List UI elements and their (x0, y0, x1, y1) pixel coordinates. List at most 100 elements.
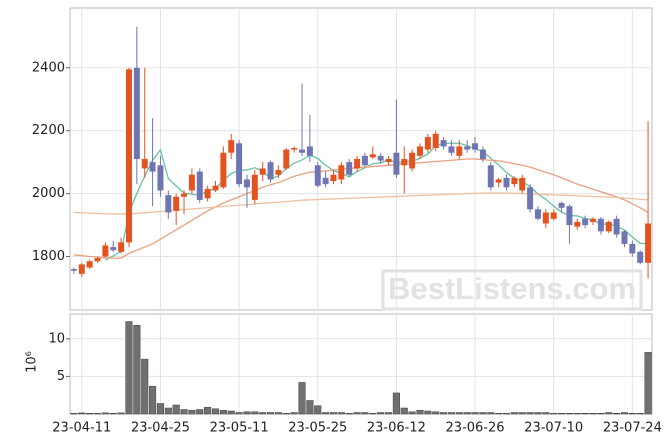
candle-body (629, 243, 636, 254)
volume-bar (628, 412, 636, 415)
candle-body (582, 218, 589, 226)
y-tick-label: 2000 (32, 186, 65, 201)
candle-body (243, 179, 250, 188)
x-tick-label: 23-04-11 (52, 421, 111, 436)
volume-bar (345, 412, 353, 415)
candle-body (346, 162, 353, 175)
candle-body (597, 218, 604, 232)
volume-bar (471, 412, 479, 415)
volume-bar (172, 404, 180, 415)
x-tick-label: 23-05-25 (288, 421, 347, 436)
mark-layer (70, 321, 652, 415)
volume-bar (259, 412, 267, 415)
x-tick-label: 23-05-11 (210, 421, 269, 436)
candle-body (605, 221, 612, 232)
candle-body (590, 218, 597, 222)
volume-bar (133, 325, 141, 415)
x-tick-label: 23-06-26 (446, 421, 505, 436)
volume-bar (620, 412, 629, 415)
volume-bar (369, 412, 377, 415)
volume-bar (267, 412, 275, 415)
x-tick-label: 23-04-25 (131, 421, 190, 436)
volume-bar (290, 412, 298, 415)
candle-body (110, 247, 117, 251)
watermark: BestListens.com (388, 271, 636, 306)
volume-bar (526, 412, 534, 415)
candle-body (424, 136, 431, 150)
volume-bar (251, 411, 259, 415)
candle-body (188, 174, 195, 191)
candle-body (306, 146, 313, 156)
volume-bar (86, 412, 94, 415)
candle-body (267, 162, 274, 180)
volume-bar (502, 412, 511, 415)
candle-body (574, 221, 581, 227)
candle-body (566, 206, 573, 226)
volume-bar (109, 412, 117, 415)
candle-body (70, 269, 77, 271)
candle-body (220, 152, 227, 188)
volume-bar (93, 412, 102, 415)
volume-panel (69, 313, 653, 415)
candle-body (259, 168, 266, 175)
candle-body (550, 212, 557, 219)
volume-bar (219, 409, 227, 415)
candle-body (401, 159, 408, 166)
volume-bar (314, 405, 322, 415)
volume-bar (581, 412, 589, 415)
volume-bar (125, 321, 133, 415)
candle-body (385, 159, 392, 163)
volume-bar (589, 412, 597, 415)
candle-body (173, 196, 180, 211)
mark-layer (70, 26, 652, 279)
moving-average-line (105, 142, 649, 261)
volume-bar (361, 412, 369, 415)
volume-bar (243, 411, 251, 415)
watermark-box: BestListens.com (381, 269, 643, 311)
volume-bar (636, 412, 644, 415)
candle-body (472, 143, 479, 150)
candle-body (409, 152, 416, 169)
candle-body (94, 258, 101, 262)
volume-bar (306, 400, 314, 415)
candle-body (118, 242, 125, 252)
candle-body (558, 203, 565, 208)
candle-body (322, 177, 329, 185)
volume-bar (78, 412, 86, 415)
candle-body (527, 187, 534, 210)
volume-bar (416, 409, 424, 415)
candle-body (519, 177, 526, 191)
volume-bar (432, 411, 440, 415)
volume-bar (479, 412, 487, 415)
candle-body (432, 133, 439, 148)
volume-bar (565, 412, 573, 415)
candle-body (416, 146, 423, 156)
candle-body (330, 174, 337, 182)
volume-bar (322, 412, 330, 415)
candle-body (511, 177, 518, 185)
candle-body (86, 261, 93, 268)
volume-bar (534, 412, 542, 415)
candle-body (125, 69, 132, 243)
volume-bar (487, 412, 495, 415)
volume-bar (337, 412, 345, 415)
candle-body (141, 159, 148, 169)
volume-bar (156, 403, 164, 415)
candle-body (181, 193, 188, 197)
volume-bar (644, 352, 652, 415)
candle-body (456, 146, 463, 156)
candle-body (613, 218, 620, 235)
volume-bar (447, 412, 455, 415)
volume-bar (329, 412, 338, 415)
candle-body (377, 155, 384, 161)
volume-bar (211, 408, 220, 415)
volume-bar (542, 412, 550, 415)
volume-bar (180, 409, 188, 415)
y-tick-label: 2200 (32, 123, 65, 138)
candle-body (157, 165, 164, 191)
candle-body (393, 152, 400, 175)
volume-bar (613, 412, 621, 415)
volume-bar (392, 392, 400, 415)
moving-average-line (73, 158, 649, 259)
